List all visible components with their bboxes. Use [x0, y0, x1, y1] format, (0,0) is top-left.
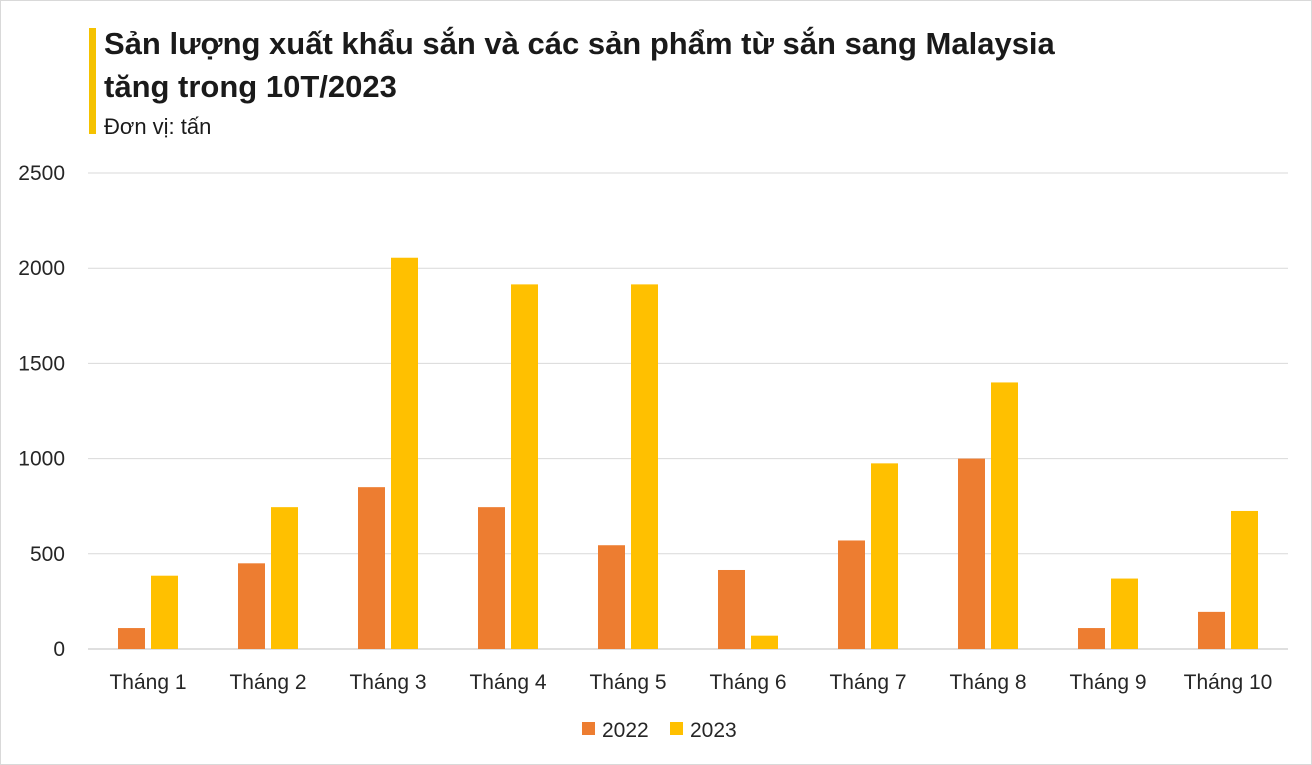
x-category-label: Tháng 5 [589, 671, 666, 694]
bar-2022-4 [478, 507, 505, 649]
x-category-label: Tháng 4 [469, 671, 546, 694]
bar-2022-1 [118, 628, 145, 649]
x-axis-categories: Tháng 1 Tháng 2 Tháng 3 Tháng 4 Tháng 5 Tháng… [109, 671, 1272, 694]
bar-2022-5 [598, 545, 625, 649]
bar-2023-1 [151, 575, 178, 649]
bar-2023-8 [991, 382, 1018, 649]
bar-2022-6 [718, 569, 745, 649]
gridlines [88, 172, 1288, 650]
chart-title-line-1: Sản lượng xuất khẩu sắn và các sản phẩm … [104, 26, 1055, 61]
x-category-label: Tháng 6 [709, 671, 786, 694]
legend-label-2023: 2023 [690, 719, 737, 742]
x-category-label: Tháng 1 [109, 671, 186, 694]
bar-2023-10 [1231, 510, 1258, 649]
bar-2023-4 [511, 284, 538, 649]
bar-2022-9 [1078, 628, 1105, 649]
y-tick-label: 500 [30, 543, 65, 566]
bars [118, 257, 1258, 649]
bar-2023-9 [1111, 578, 1138, 649]
y-tick-label: 2000 [18, 257, 65, 280]
y-tick-label: 2500 [18, 162, 65, 185]
title-accent-bar [89, 28, 96, 134]
x-category-label: Tháng 3 [349, 671, 426, 694]
x-category-label: Tháng 8 [949, 671, 1026, 694]
y-axis-ticks: 0 500 1000 1500 2000 2500 [18, 162, 65, 661]
bar-2022-8 [958, 458, 985, 649]
y-tick-label: 1000 [18, 448, 65, 471]
x-category-label: Tháng 7 [829, 671, 906, 694]
y-tick-label: 0 [53, 638, 65, 661]
chart-title: Sản lượng xuất khẩu sắn và các sản phẩm … [104, 22, 1204, 108]
legend-swatch-2022 [582, 722, 595, 735]
legend-swatch-2023 [670, 722, 683, 735]
bar-2023-7 [871, 463, 898, 649]
bar-2022-3 [358, 487, 385, 649]
x-category-label: Tháng 9 [1069, 671, 1146, 694]
bar-2022-10 [1198, 611, 1225, 649]
y-tick-label: 1500 [18, 352, 65, 375]
chart-title-line-2: tăng trong 10T/2023 [104, 69, 397, 104]
chart-subtitle: Đơn vị: tấn [104, 114, 212, 139]
x-category-label: Tháng 10 [1184, 671, 1273, 694]
bar-2023-3 [391, 257, 418, 649]
bar-2023-2 [271, 507, 298, 649]
x-category-label: Tháng 2 [229, 671, 306, 694]
bar-2022-7 [838, 540, 865, 649]
legend: 2022 2023 [582, 719, 737, 742]
bar-2023-5 [631, 284, 658, 649]
legend-label-2022: 2022 [602, 719, 649, 742]
bar-2022-2 [238, 563, 265, 649]
bar-2023-6 [751, 635, 778, 649]
